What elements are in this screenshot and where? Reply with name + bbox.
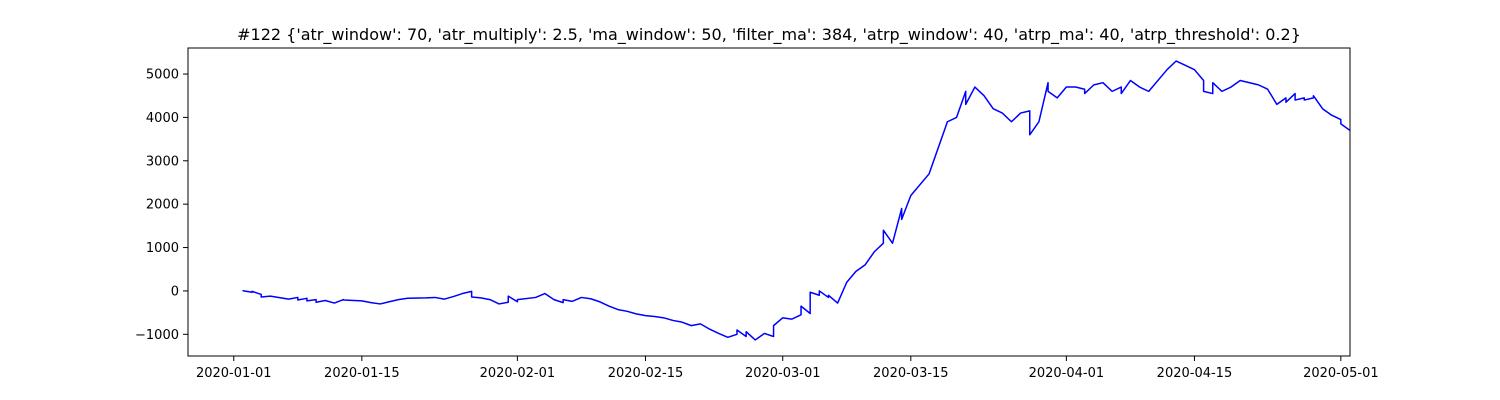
series-line-0 [242, 60, 1350, 341]
y-tick-label: 2000 [146, 198, 179, 213]
y-tick-label: 5000 [146, 68, 179, 83]
y-tick-label: 3000 [146, 154, 179, 169]
x-tick-label: 2020-01-01 [196, 366, 272, 381]
x-tick-label: 2020-02-15 [608, 366, 684, 381]
axes-frame [187, 47, 1351, 357]
y-tick-label: 4000 [146, 111, 179, 126]
x-tick-label: 2020-04-01 [1029, 366, 1105, 381]
y-axis: −1000 0 1000 2000 3000 4000 5000 [135, 68, 188, 343]
x-tick-label: 2020-05-01 [1303, 366, 1379, 381]
x-tick-label: 2020-03-15 [873, 366, 949, 381]
y-tick-label: −1000 [135, 328, 179, 343]
plot-area [242, 60, 1350, 341]
y-tick-label: 0 [171, 284, 179, 299]
chart-title: #122 {'atr_window': 70, 'atr_multiply': … [237, 25, 1301, 45]
x-tick-label: 2020-01-15 [324, 366, 400, 381]
x-tick-label: 2020-03-01 [745, 366, 821, 381]
x-axis: 2020-01-01 2020-01-15 2020-02-01 2020-02-15… [196, 356, 1379, 381]
y-tick-label: 1000 [146, 241, 179, 256]
x-tick-label: 2020-04-15 [1157, 366, 1233, 381]
x-tick-label: 2020-02-01 [480, 366, 556, 381]
